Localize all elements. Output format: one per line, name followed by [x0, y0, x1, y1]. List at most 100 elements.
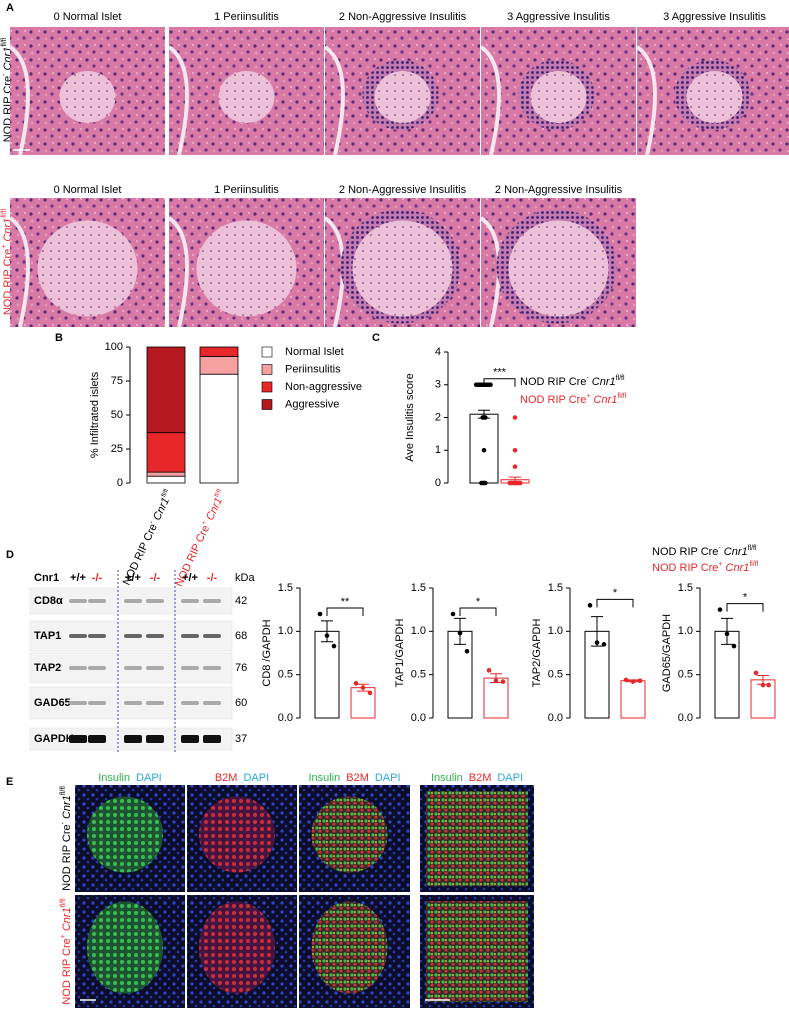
blot-band [124, 599, 142, 603]
y-axis-label: % Infiltrated islets [89, 371, 101, 458]
bar-segment [146, 346, 186, 434]
data-point [731, 643, 737, 649]
genotype-sign: - [1, 73, 8, 76]
channel-name: B2M [469, 772, 492, 784]
significance-bracket [596, 598, 634, 608]
lane-label: -/- [150, 572, 161, 584]
genotype-label: NOD RIP Cre+Cnr1fl/fl [172, 488, 228, 589]
y-tick-label: 4 [435, 346, 441, 358]
bar [483, 677, 509, 719]
legend-swatch [261, 399, 273, 410]
kda-value: 68 [235, 630, 247, 642]
blot-band [146, 735, 164, 743]
data-point [317, 611, 323, 617]
islet [686, 71, 743, 123]
blot-band [88, 634, 106, 638]
y-tick-label: 0.0 [278, 712, 293, 724]
significance-bracket [326, 607, 364, 616]
blot-band [124, 701, 142, 705]
y-tick-label: 1.0 [411, 625, 426, 637]
blot-band [146, 599, 164, 603]
y-tick-label: 1.5 [678, 582, 693, 594]
genotype-allele: fl/fl [60, 786, 67, 795]
data-point [507, 480, 513, 486]
genotype-label: NOD RIP Cre+Cnr1fl/fl [520, 393, 627, 406]
y-tick-label: 0.5 [278, 669, 293, 681]
data-point [473, 382, 479, 388]
genotype-allele: fl/fl [616, 375, 625, 382]
error-bar [321, 620, 333, 643]
genotype-sign: + [60, 934, 67, 938]
bar-segment [146, 432, 186, 473]
tissue-gap [8, 216, 30, 328]
y-tick-label: 3 [435, 379, 441, 391]
data-point [724, 631, 730, 637]
legend-label: Non-aggressive [285, 381, 362, 393]
kda-header: kDa [235, 572, 255, 584]
y-tick-label: 0.5 [411, 669, 426, 681]
data-point [367, 690, 373, 696]
lane-label: +/+ [70, 572, 86, 584]
y-tick-label: 25 [111, 443, 123, 455]
islet [352, 220, 453, 317]
genotype-gene: Cnr1 [726, 562, 750, 574]
genotype-sign: + [201, 519, 209, 526]
y-tick-label: 1.5 [548, 582, 563, 594]
channel-name: B2M [346, 772, 369, 784]
lane-label: -/- [92, 572, 103, 584]
data-point [630, 679, 636, 684]
islet-signal [87, 901, 163, 994]
blot-band [146, 634, 164, 638]
islet [196, 220, 297, 317]
blot-band [181, 666, 199, 670]
panel-letter: A [6, 2, 14, 14]
legend-label: Normal Islet [285, 346, 344, 358]
genotype-gene: Cnr1 [151, 496, 172, 523]
genotype-prefix: NOD RIP Cre [61, 824, 73, 890]
data-point [464, 648, 470, 654]
data-point [450, 611, 456, 617]
genotype-label: NOD RIP Cre-Cnr1fl/fl [652, 545, 757, 558]
blot-row-label: GAD65 [34, 697, 71, 709]
tissue-gap [323, 45, 345, 156]
islet-zoom [426, 791, 528, 886]
data-point [324, 633, 330, 638]
channel-name: Insulin [308, 772, 340, 784]
y-tick-label: 0.0 [678, 712, 693, 724]
genotype-allele: fl/fl [748, 545, 757, 552]
genotype-prefix: NOD RIP Cre [520, 376, 586, 388]
significance-label: * [476, 596, 481, 608]
kda-value: 60 [235, 697, 247, 709]
blot-band [181, 701, 199, 705]
bar-segment [199, 346, 239, 357]
y-axis-label: GAD65/GAPDH [661, 614, 673, 692]
blot-band [88, 701, 106, 705]
blot-band [88, 735, 106, 743]
blot-band [69, 666, 87, 670]
genotype-prefix: NOD RIP Cre [652, 562, 718, 574]
blot-row-label: CD8α [34, 595, 63, 607]
channel-header: B2M DAPI [215, 772, 269, 784]
genotype-sign: + [586, 393, 590, 400]
data-point [587, 603, 593, 608]
legend-swatch [261, 346, 273, 358]
islet [530, 71, 587, 123]
data-point [481, 447, 487, 453]
islet [218, 71, 275, 123]
data-point [360, 685, 366, 690]
channel-header: Insulin B2M DAPI [308, 772, 400, 784]
significance-bracket [483, 378, 516, 387]
y-axis-label: TAP2/GAPDH [531, 619, 543, 688]
genotype-gene: Cnr1 [724, 546, 748, 558]
genotype-label: NOD RIP Cre-Cnr1fl/fl [60, 786, 73, 891]
lane-label: +/+ [182, 572, 198, 584]
data-point [766, 682, 771, 688]
islet [508, 220, 609, 317]
blot-band [69, 701, 87, 705]
genotype-prefix: NOD RIP Cre [652, 546, 718, 558]
tissue-gap [479, 45, 501, 156]
kda-value: 42 [235, 595, 247, 607]
channel-name: B2M [215, 772, 238, 784]
blot-band [124, 666, 142, 670]
